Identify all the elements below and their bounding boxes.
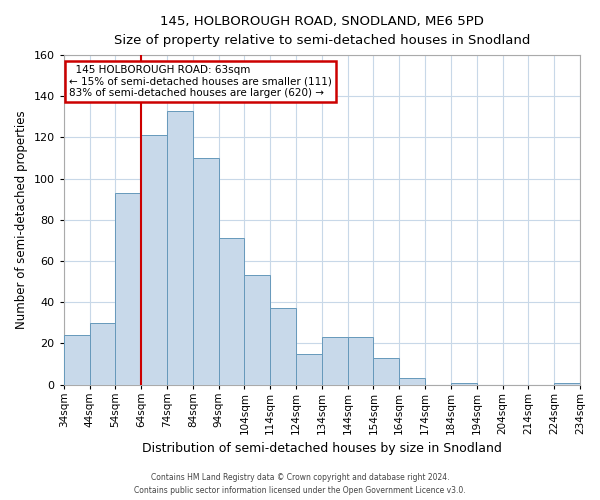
Bar [141, 136, 167, 384]
Bar [115, 193, 141, 384]
Bar [322, 337, 347, 384]
Text: 145 HOLBOROUGH ROAD: 63sqm  
← 15% of semi-detached houses are smaller (111)
83%: 145 HOLBOROUGH ROAD: 63sqm ← 15% of semi… [69, 65, 332, 98]
Bar [244, 276, 270, 384]
Bar [270, 308, 296, 384]
Bar [451, 382, 477, 384]
X-axis label: Distribution of semi-detached houses by size in Snodland: Distribution of semi-detached houses by … [142, 442, 502, 455]
Bar [554, 382, 580, 384]
Bar [399, 378, 425, 384]
Bar [347, 337, 373, 384]
Bar [193, 158, 218, 384]
Title: 145, HOLBOROUGH ROAD, SNODLAND, ME6 5PD
Size of property relative to semi-detach: 145, HOLBOROUGH ROAD, SNODLAND, ME6 5PD … [113, 15, 530, 47]
Bar [167, 110, 193, 384]
Y-axis label: Number of semi-detached properties: Number of semi-detached properties [15, 110, 28, 329]
Bar [218, 238, 244, 384]
Bar [89, 323, 115, 384]
Bar [296, 354, 322, 384]
Bar [64, 335, 89, 384]
Bar [373, 358, 399, 384]
Text: Contains HM Land Registry data © Crown copyright and database right 2024.
Contai: Contains HM Land Registry data © Crown c… [134, 474, 466, 495]
